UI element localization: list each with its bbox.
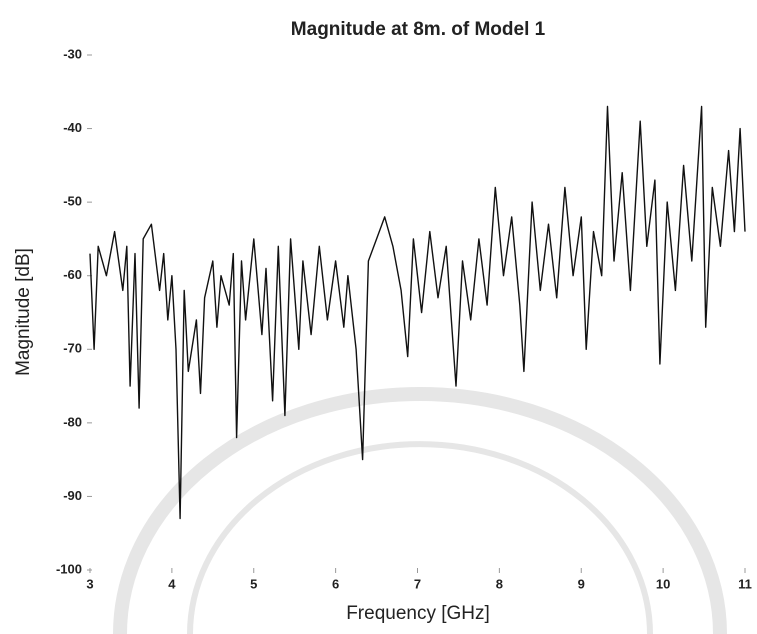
watermark-arc [187,441,653,634]
x-tick-label: 8 [496,576,503,591]
y-tick-label: -60 [63,267,82,282]
y-tick-label: -100 [56,561,82,576]
y-tick-label: -30 [63,46,82,61]
x-tick-label: 5 [250,576,257,591]
x-tick-label: 6 [332,576,339,591]
chart-title: Magnitude at 8m. of Model 1 [291,19,546,40]
x-tick-label: 7 [414,576,421,591]
x-tick-label: 9 [578,576,585,591]
x-tick-label: 4 [168,576,176,591]
y-tick-label: -70 [63,341,82,356]
watermark [113,387,727,634]
y-axis-label: Magnitude [dB] [13,248,34,376]
data-line [89,105,746,520]
x-tick-label: 3 [86,576,93,591]
watermark-arc [113,387,727,634]
y-tick-label: -80 [63,414,82,429]
y-tick-label: -50 [63,194,82,209]
y-tick-label: -90 [63,488,82,503]
x-tick-label: 10 [656,576,670,591]
x-tick-label: 11 [738,576,752,591]
y-tick-label: -40 [63,120,82,135]
x-axis-label: Frequency [GHz] [346,603,490,624]
